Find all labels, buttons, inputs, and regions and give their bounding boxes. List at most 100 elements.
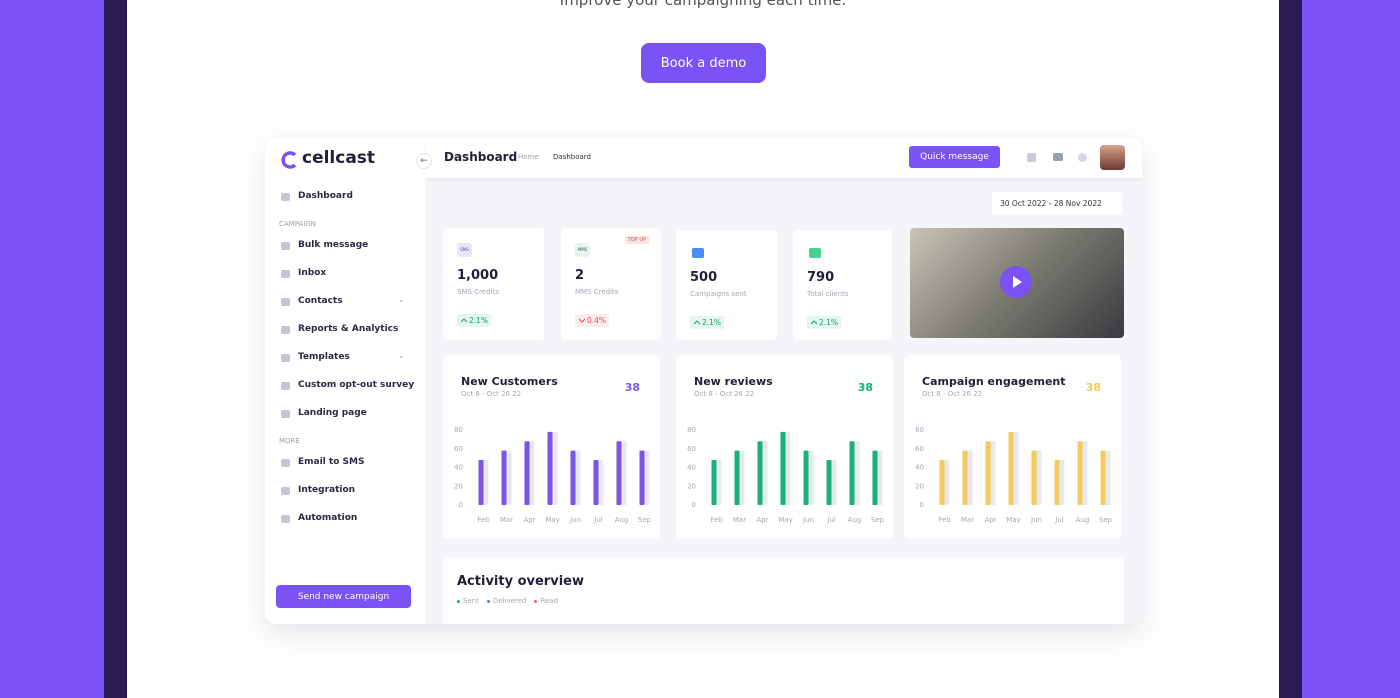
- chart-title: New Customers: [461, 375, 558, 388]
- chart-total: 38: [857, 381, 873, 394]
- bar: [808, 450, 814, 505]
- nav-item[interactable]: Automation: [298, 513, 358, 523]
- stat-label: SMS Credits: [457, 288, 499, 296]
- logo: cellcast: [302, 148, 376, 168]
- nav-item[interactable]: Reports & Analytics: [298, 324, 399, 334]
- bar: [1031, 450, 1037, 505]
- nav-item[interactable]: Landing page: [298, 408, 367, 418]
- y-tick-label: 60: [915, 445, 924, 453]
- change-text: 2.1%: [702, 318, 722, 327]
- x-tick-label: Feb: [938, 516, 951, 524]
- bar: [1059, 460, 1065, 505]
- x-tick-label: Jul: [1054, 516, 1064, 524]
- chart: 0 20 40 60 80 Feb Mar Apr May Jun Jul Aug Sep: [687, 426, 885, 524]
- stat-card: 790 Total clients 2.1%: [793, 230, 892, 340]
- nav-item[interactable]: Dashboard: [298, 191, 353, 201]
- stat-change: 0.4%: [575, 314, 610, 327]
- x-tick-label: Jun: [802, 516, 814, 524]
- legend-label: Delivered: [492, 597, 527, 605]
- x-tick-label: May: [1006, 516, 1020, 524]
- bar: [552, 431, 558, 505]
- nav-item[interactable]: Email to SMS: [298, 457, 365, 467]
- chart-subtitle: Oct 8 - Oct 26 22: [922, 390, 983, 398]
- stat-card: MMS TOP UP 2 MMS Credits 0.4%: [561, 228, 661, 340]
- quick-message-button[interactable]: Quick message: [909, 146, 1000, 168]
- nav-icon: [281, 242, 290, 250]
- y-tick-label: 40: [915, 464, 924, 472]
- bar: [831, 460, 837, 505]
- trend-arrow: [694, 320, 700, 325]
- frame-edge: [104, 0, 127, 698]
- nav-item[interactable]: Custom opt-out survey: [298, 380, 415, 390]
- change-text: 0.4%: [587, 316, 607, 325]
- chart-title: New reviews: [694, 375, 773, 388]
- stat-label: Campaigns sent: [690, 290, 747, 298]
- chart-total: 38: [1085, 381, 1101, 394]
- bar: [803, 450, 809, 505]
- cta-button[interactable]: Book a demo: [641, 43, 766, 83]
- trend-arrow: [811, 320, 817, 325]
- x-tick-label: Aug: [1076, 516, 1090, 524]
- top-up-tag[interactable]: TOP UP: [624, 236, 649, 244]
- subtitle: Improve your campaigning each time.: [559, 0, 847, 9]
- bar: [1054, 460, 1060, 505]
- send-campaign-button[interactable]: Send new campaign: [276, 585, 411, 608]
- stat-card: 500 Campaigns sent 2.1%: [676, 230, 777, 340]
- bar: [854, 441, 860, 505]
- bar: [785, 431, 791, 505]
- chevron[interactable]: ⌄: [398, 351, 405, 360]
- chart-panel: New Customers Oct 8 - Oct 26 22 38 0 20 40 60 8…: [443, 355, 660, 539]
- bar: [849, 441, 855, 505]
- y-tick-label: 80: [915, 426, 924, 434]
- change-text: 2.1%: [819, 318, 839, 327]
- bar: [501, 450, 507, 505]
- top-bar: [425, 138, 1142, 178]
- icon[interactable]: [1027, 153, 1036, 162]
- nav-item[interactable]: Integration: [298, 485, 356, 495]
- chart: 0 20 40 60 80 Feb Mar Apr May Jun Jul Aug Sep: [915, 426, 1113, 524]
- stat-label: MMS Credits: [575, 288, 619, 296]
- y-tick-label: 60: [454, 445, 463, 453]
- avatar[interactable]: [1100, 145, 1125, 170]
- nav-item[interactable]: Inbox: [298, 268, 327, 278]
- dashboard: cellcast Send new campaign ← Dashboard H…: [265, 138, 1142, 624]
- bar: [1105, 450, 1111, 505]
- nav-item[interactable]: Bulk message: [298, 240, 369, 250]
- breadcrumb[interactable]: Home: [518, 153, 539, 161]
- chart-panel: New reviews Oct 8 - Oct 26 22 38 0 20 40 60 80 F…: [676, 355, 893, 539]
- bar: [757, 441, 763, 505]
- bar: [1036, 450, 1042, 505]
- y-tick-label: 20: [454, 482, 463, 490]
- play-button[interactable]: [999, 265, 1033, 299]
- chevron[interactable]: ⌄: [398, 295, 405, 304]
- x-tick-label: Feb: [477, 516, 490, 524]
- video-thumbnail[interactable]: [910, 228, 1124, 338]
- x-tick-label: Jun: [569, 516, 581, 524]
- activity-title: Activity overview: [457, 574, 584, 589]
- x-tick-label: Sep: [1099, 516, 1113, 524]
- icon[interactable]: [1078, 153, 1087, 162]
- legend-swatch: [486, 599, 490, 603]
- bar: [877, 450, 883, 505]
- stat-change: 2.1%: [807, 316, 842, 329]
- date-range[interactable]: 30 Oct 2022 - 28 Nov 2022: [992, 192, 1122, 215]
- logo-icon: [281, 151, 297, 169]
- nav-heading: MORE: [279, 437, 300, 445]
- y-tick-label: 40: [687, 464, 696, 472]
- x-tick-label: Aug: [615, 516, 629, 524]
- bar: [575, 450, 581, 505]
- x-tick-label: May: [778, 516, 792, 524]
- page-title: Dashboard: [444, 150, 518, 164]
- nav-item[interactable]: Templates: [298, 352, 350, 362]
- collapse-button[interactable]: ←: [416, 153, 432, 169]
- bar: [524, 441, 530, 505]
- bar: [962, 450, 968, 505]
- icon[interactable]: [1053, 153, 1063, 161]
- chart: 0 20 40 60 80 Feb Mar Apr May Jun Jul Aug Sep: [454, 426, 652, 524]
- bar: [616, 441, 622, 505]
- bar: [1008, 431, 1014, 505]
- nav-item[interactable]: Contacts: [298, 296, 343, 306]
- legend-item: Delivered: [486, 597, 527, 605]
- bar: [639, 450, 645, 505]
